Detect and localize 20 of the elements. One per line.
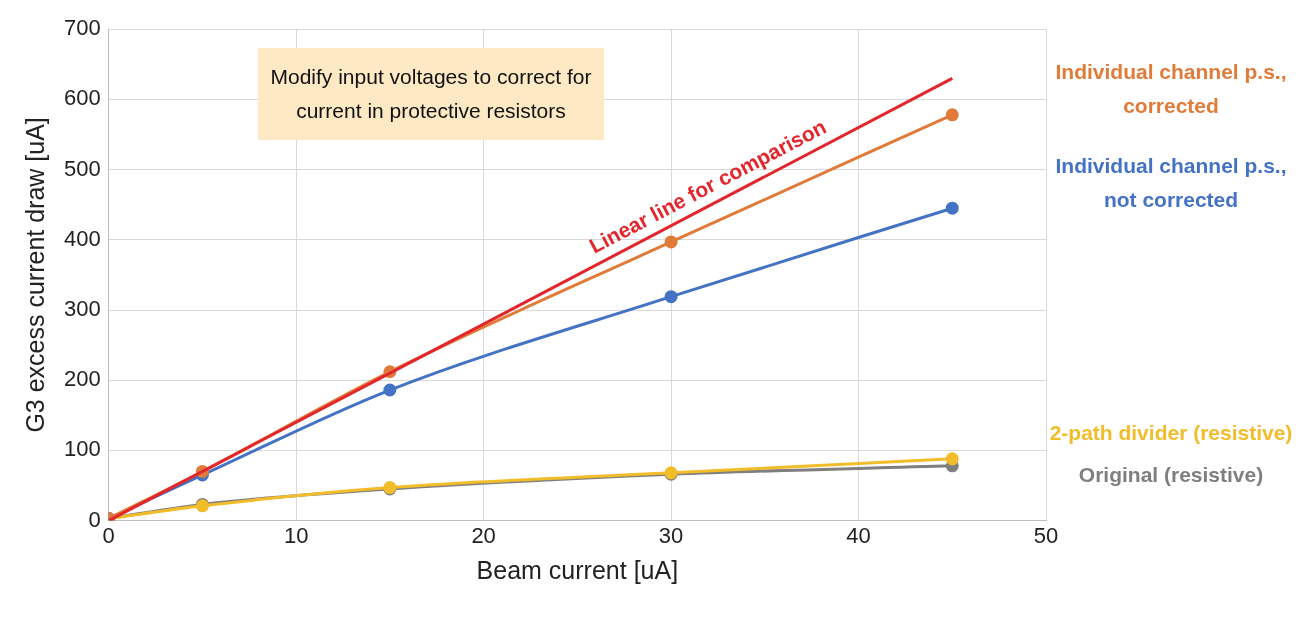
text: Original (resistive): [1078, 463, 1264, 487]
y-tick-label: 0: [88, 506, 101, 532]
y-tick-label: 300: [63, 296, 101, 322]
x-axis-title: Beam current [uA]: [476, 555, 679, 584]
annotation: Modify input voltages to correct for current in protective resistors: [270, 65, 592, 122]
y-tick-label: 200: [63, 366, 101, 392]
x-tick-label: 50: [1033, 522, 1059, 548]
x-tick-label: 20: [471, 522, 496, 548]
x-tick-label: 40: [846, 522, 871, 548]
y-axis-title: G3 excess current draw [uA]: [20, 117, 49, 433]
text: 2-path divider (resistive): [1049, 421, 1293, 445]
y-tick-label: 600: [63, 85, 101, 111]
x-tick-label: 30: [658, 522, 684, 548]
y-tick-label: 400: [63, 225, 101, 251]
y-tick-label: 100: [63, 436, 101, 462]
text: Individual channel p.s., corrected: [1055, 60, 1287, 118]
text: Individual channel p.s., not corrected: [1055, 153, 1287, 211]
y-tick-label: 500: [63, 155, 101, 181]
x-tick-label: 10: [283, 522, 309, 548]
y-tick-label: 700: [63, 15, 101, 41]
